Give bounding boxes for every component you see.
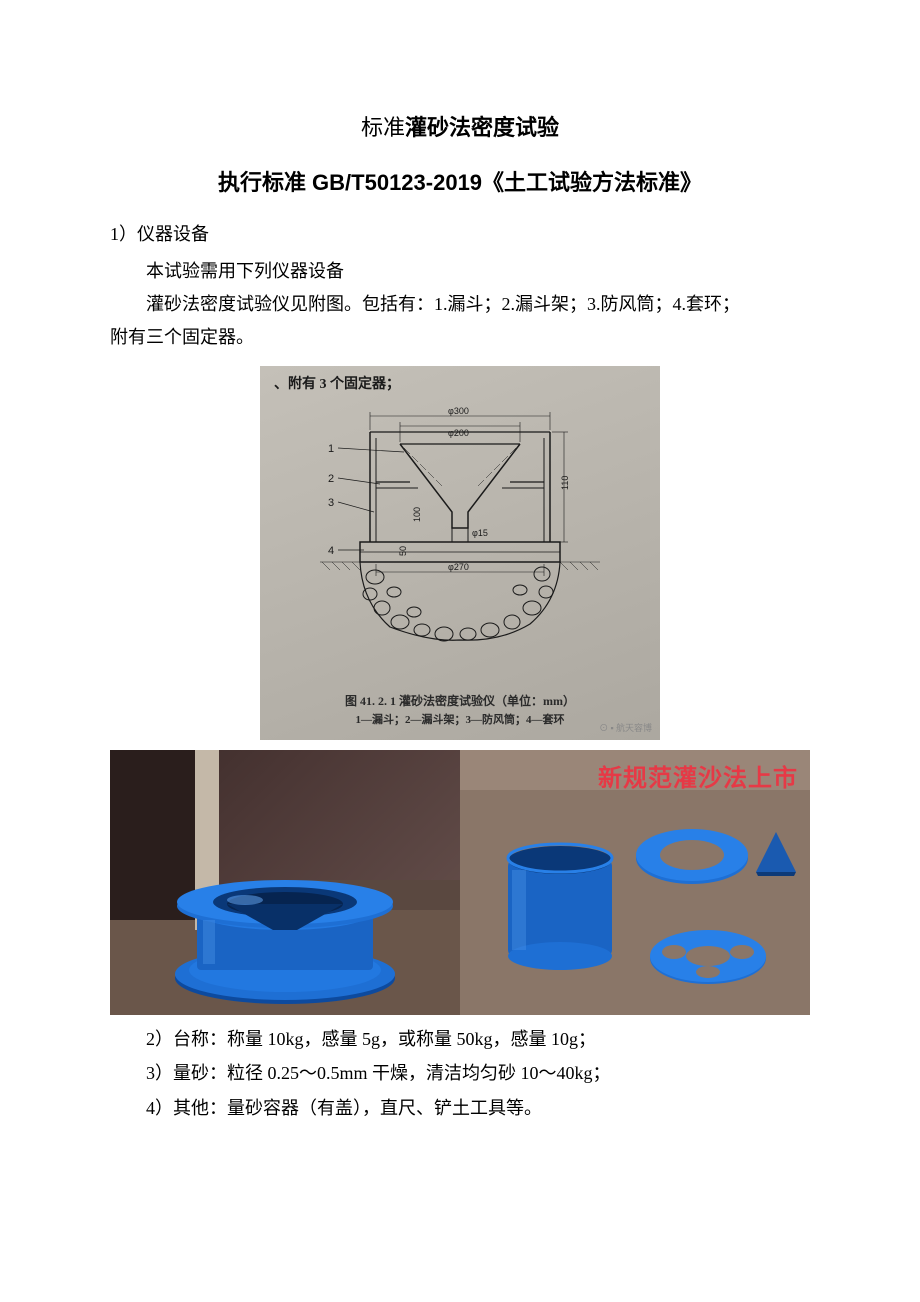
part-label-3: 3	[328, 497, 334, 509]
diagram-container: 、附有 3 个固定器；	[110, 366, 810, 740]
part-label-2: 2	[328, 473, 334, 485]
part-label-4: 4	[328, 545, 334, 557]
diagram-caption: 图 41. 2. 1 灌砂法密度试验仪（单位：mm）	[260, 692, 660, 711]
photo-row: 新规范灌沙法上市	[110, 750, 810, 1015]
dim-270: φ270	[448, 562, 469, 572]
diagram-header-text: 、附有 3 个固定器；	[274, 374, 400, 396]
part-label-1: 1	[328, 443, 334, 455]
section-1-line-3: 附有三个固定器。	[110, 323, 810, 352]
section-1-line-2: 灌砂法密度试验仪见附图。包括有：1.漏斗；2.漏斗架；3.防风筒；4.套环；	[110, 290, 810, 319]
list-item-4: 4）其他：量砂容器（有盖），直尺、铲土工具等。	[110, 1094, 810, 1123]
dim-50: 50	[398, 546, 408, 556]
figures-block: 、附有 3 个固定器；	[110, 366, 810, 1015]
apparatus-diagram: 、附有 3 个固定器；	[260, 366, 660, 740]
diagram-svg: φ300 φ200 110	[320, 402, 600, 642]
document-subtitle: 执行标准 GB/T50123-2019《土工试验方法标准》	[110, 165, 810, 200]
section-1-line-1: 本试验需用下列仪器设备	[110, 257, 810, 286]
dim-300: φ300	[448, 406, 469, 416]
dim-110: 110	[560, 475, 570, 489]
dim-100: 100	[412, 507, 422, 522]
title-prefix: 标准	[361, 115, 405, 140]
photo-disassembled-parts: 新规范灌沙法上市	[460, 750, 810, 1015]
section-1-heading: 1）仪器设备	[110, 220, 810, 249]
diagram-watermark: ⊙ ▪ 航天容博	[599, 721, 652, 735]
dim-15: φ15	[472, 528, 488, 538]
dim-200: φ200	[448, 428, 469, 438]
photo-overlay-text: 新规范灌沙法上市	[598, 760, 798, 798]
list-item-3: 3）量砂：粒径 0.25～0.5mm 干燥，清洁均匀砂 10～40kg；	[110, 1059, 810, 1088]
document-title: 标准灌砂法密度试验	[110, 110, 810, 145]
list-item-2: 2）台称：称量 10kg，感量 5g，或称量 50kg，感量 10g；	[110, 1025, 810, 1054]
title-bold: 灌砂法密度试验	[405, 115, 559, 140]
photo-assembled-apparatus	[110, 750, 460, 1015]
